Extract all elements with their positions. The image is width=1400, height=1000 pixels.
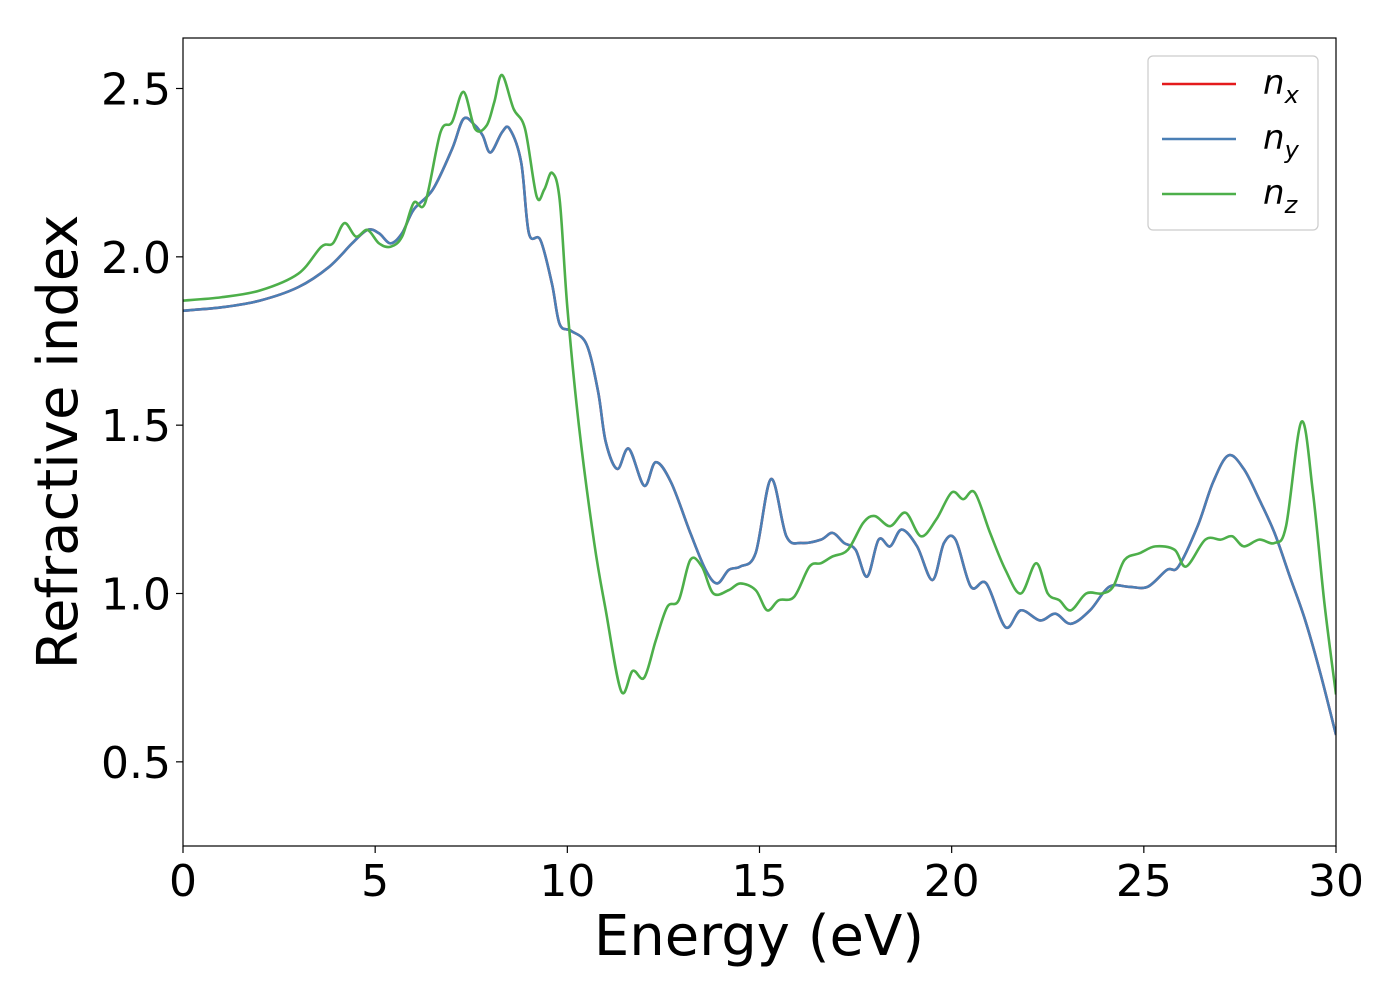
x-tick-label: 0 [169,856,197,907]
legend-label-ny: ny [1263,118,1300,164]
x-tick-label: 25 [1116,856,1172,907]
legend-label-subscript: y [1284,136,1300,164]
legend-label-nx: nx [1263,63,1300,109]
legend-label-subscript: x [1284,81,1300,109]
x-tick-label: 20 [924,856,980,907]
series-line-ny [183,116,1336,736]
legend-label-base: n [1263,173,1285,213]
x-tick-label: 10 [539,856,595,907]
y-tick-label: 1.0 [101,570,171,621]
x-axis: 0 5 10 15 20 25 30 [169,846,1364,907]
y-tick-label: 1.5 [101,401,171,452]
legend-label-nz: nz [1263,173,1299,219]
y-tick-label: 2.5 [101,65,171,116]
series-layer [183,73,1336,736]
series-line-nz [183,73,1336,695]
legend-label-base: n [1263,118,1285,158]
legend-box [1147,55,1319,231]
x-tick-label: 15 [732,856,788,907]
y-tick-label: 2.0 [101,233,171,284]
y-tick-label: 0.5 [101,738,171,789]
x-axis-title: Energy (eV) [594,904,924,969]
x-tick-label: 30 [1308,856,1364,907]
x-tick-label: 5 [361,856,389,907]
legend-label-subscript: z [1284,191,1299,219]
legend-label-base: n [1263,63,1285,103]
y-axis-title: Refractive index [26,215,91,670]
y-axis: 0.5 1.0 1.5 2.0 2.5 [101,65,183,789]
